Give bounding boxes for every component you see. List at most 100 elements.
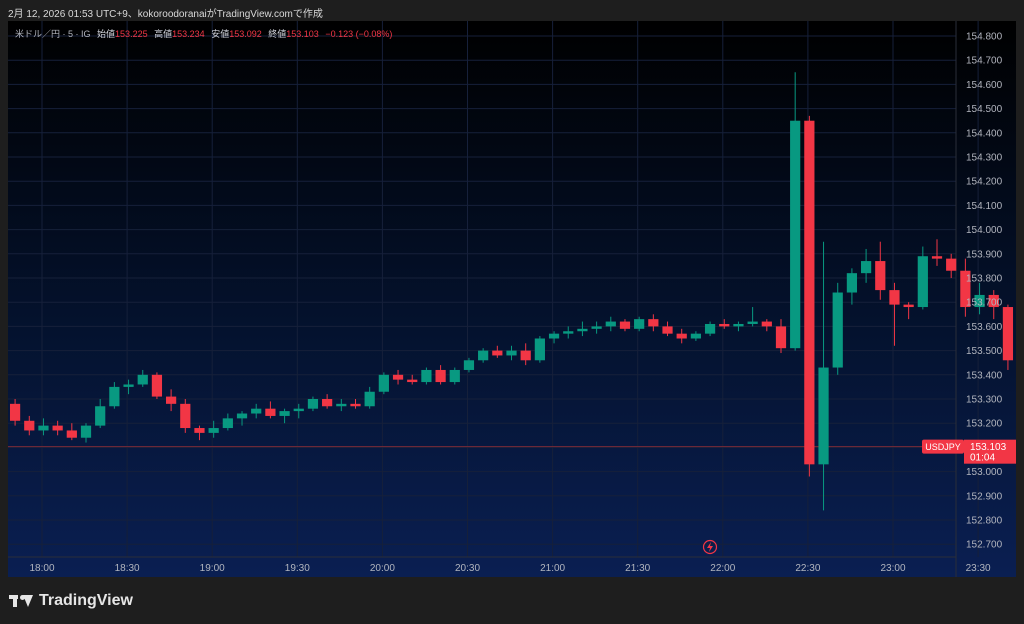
candle-body [676, 333, 687, 339]
open-value: 153.225 [115, 29, 148, 39]
candle-body [506, 350, 517, 356]
candle-body [931, 256, 943, 259]
candle-body [166, 396, 177, 404]
lightning-icon[interactable] [702, 539, 718, 555]
candle-body [435, 369, 446, 383]
open-label: 始値 [97, 29, 116, 39]
symbol-label[interactable]: 米ドル／円 · 5 · IG [15, 29, 91, 39]
y-tick-label: 152.900 [966, 491, 1003, 502]
x-tick-label: 23:30 [966, 563, 991, 574]
candle-body [336, 403, 347, 407]
high-label: 高値 [154, 29, 173, 39]
y-tick-label: 154.500 [966, 104, 1003, 115]
candle-body [548, 333, 560, 339]
x-tick-label: 21:30 [625, 563, 650, 574]
candle-body [80, 425, 92, 438]
y-tick-label: 152.700 [966, 540, 1003, 551]
candle-body [137, 374, 148, 385]
candle-body [634, 319, 645, 329]
x-tick-label: 18:30 [115, 563, 140, 574]
y-tick-label: 154.200 [966, 177, 1003, 188]
candle-body [534, 338, 545, 361]
candle-body [619, 321, 631, 329]
y-tick-label: 153.200 [966, 419, 1003, 430]
candle-body [38, 425, 49, 431]
candle-body [563, 331, 574, 334]
candle-body [747, 321, 758, 324]
candle-body [903, 304, 914, 308]
x-tick-label: 21:00 [540, 563, 565, 574]
candle-body [265, 408, 276, 416]
last-price-badge [964, 439, 1016, 464]
candle-body [790, 120, 801, 349]
tradingview-logo-icon [9, 594, 33, 608]
candle-body [733, 323, 744, 327]
candle-body [279, 411, 290, 416]
y-tick-label: 153.600 [966, 322, 1003, 333]
candle-body [1002, 307, 1014, 361]
candle-body [52, 425, 63, 431]
x-tick-label: 23:00 [880, 563, 905, 574]
low-value: 153.092 [229, 29, 262, 39]
candle-body [180, 403, 191, 429]
candle-body [463, 360, 475, 370]
candle-body [407, 379, 418, 383]
candle-body [378, 374, 389, 392]
symbol-badge-label: USDJPY [925, 442, 961, 452]
low-label: 安値 [211, 29, 230, 39]
ohlc-legend: 米ドル／円 · 5 · IG 始値153.225 高値153.234 安値153… [15, 27, 392, 40]
y-tick-label: 154.400 [966, 128, 1003, 139]
y-tick-label: 153.500 [966, 346, 1003, 357]
candle-body [988, 294, 999, 308]
y-tick-label: 154.300 [966, 153, 1003, 164]
y-tick-label: 154.800 [966, 32, 1003, 43]
candle-body [719, 323, 730, 327]
y-tick-label: 153.000 [966, 467, 1003, 478]
candle-body [591, 326, 602, 329]
y-tick-label: 153.400 [966, 370, 1003, 381]
x-tick-label: 18:00 [29, 563, 54, 574]
candle-body [364, 391, 375, 407]
y-tick-label: 153.300 [966, 395, 1003, 406]
last-price-value: 153.103 [970, 442, 1007, 453]
y-tick-label: 154.000 [966, 225, 1003, 236]
tradingview-branding: TradingView [9, 592, 133, 610]
y-tick-label: 152.800 [966, 516, 1003, 527]
candle-body [307, 399, 319, 409]
y-tick-label: 153.700 [966, 298, 1003, 309]
candle-body [251, 408, 262, 414]
y-tick-label: 154.100 [966, 201, 1003, 212]
candle-body [392, 374, 404, 380]
chart-panel[interactable]: 154.800 154.700 154.600 154.500 154.400 154.3… [8, 21, 1016, 577]
x-tick-label: 22:30 [795, 563, 820, 574]
candle-body [648, 319, 659, 327]
candle-body [492, 350, 503, 356]
x-tick-label: 19:30 [285, 563, 310, 574]
candle-body [761, 321, 772, 327]
brand-name: TradingView [39, 592, 133, 609]
candle-body [860, 261, 872, 274]
candle-body [9, 403, 21, 421]
y-tick-label: 154.600 [966, 80, 1003, 91]
candle-body [946, 258, 957, 271]
y-tick-label: 153.900 [966, 249, 1003, 260]
x-tick-label: 20:30 [455, 563, 480, 574]
candle-body [662, 326, 673, 334]
candle-body [350, 403, 361, 407]
candlestick-chart[interactable]: 154.800 154.700 154.600 154.500 154.400 154.3… [8, 21, 1016, 577]
candle-body [804, 120, 815, 465]
candle-body [109, 386, 120, 407]
x-tick-label: 22:00 [710, 563, 735, 574]
close-value: 153.103 [286, 29, 319, 39]
candle-body [222, 418, 233, 429]
symbol-badge [922, 439, 964, 454]
candle-body [95, 406, 106, 426]
candle-body [123, 384, 134, 387]
candle-body [974, 294, 985, 308]
candle-body [917, 256, 928, 308]
candle-body [194, 428, 205, 433]
candle-body [520, 350, 531, 361]
x-tick-label: 19:00 [200, 563, 225, 574]
candle-body [24, 420, 35, 431]
candle-body [577, 328, 588, 332]
